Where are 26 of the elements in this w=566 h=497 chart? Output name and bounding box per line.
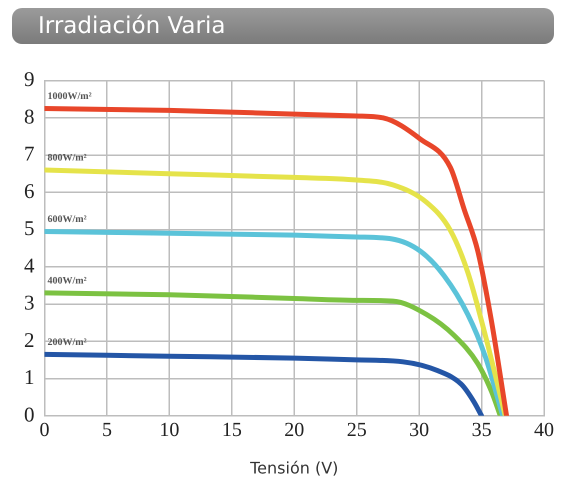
x-tick-label: 25 [346, 419, 367, 442]
x-tick-label: 35 [472, 419, 492, 442]
series-label: 200W/m² [48, 336, 87, 348]
y-tick-label: 6 [24, 178, 34, 203]
series-label: 1000W/m² [48, 91, 92, 102]
y-tick-label: 1 [24, 365, 34, 390]
series-label: 400W/m² [48, 275, 87, 286]
y-tick-label: 8 [24, 104, 34, 128]
y-tick-label: 4 [24, 253, 35, 278]
x-tick-label: 0 [40, 419, 50, 442]
y-tick-label: 0 [24, 402, 34, 426]
x-tick-label: 20 [284, 419, 304, 442]
y-tick-label: 5 [24, 216, 34, 240]
y-tick-label: 9 [24, 67, 34, 92]
x-tick-label: 15 [222, 419, 242, 442]
series-label: 800W/m² [48, 152, 87, 164]
x-tick-label: 10 [159, 419, 180, 442]
x-tick-label: 5 [102, 419, 112, 442]
x-axis-title: Tensión (V) [249, 458, 338, 478]
chart-title: Irradiación Varia [12, 8, 554, 44]
y-tick-label: 2 [24, 328, 34, 352]
y-tick-label: 3 [24, 290, 34, 315]
series-label: 600W/m² [48, 214, 87, 226]
x-tick-label: 30 [409, 419, 430, 442]
x-tick-label: 40 [534, 419, 554, 442]
y-tick-label: 7 [24, 142, 34, 166]
